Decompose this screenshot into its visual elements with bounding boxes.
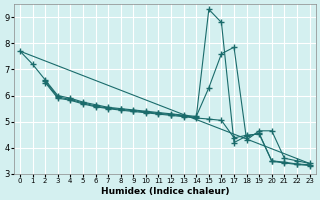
X-axis label: Humidex (Indice chaleur): Humidex (Indice chaleur) <box>100 187 229 196</box>
